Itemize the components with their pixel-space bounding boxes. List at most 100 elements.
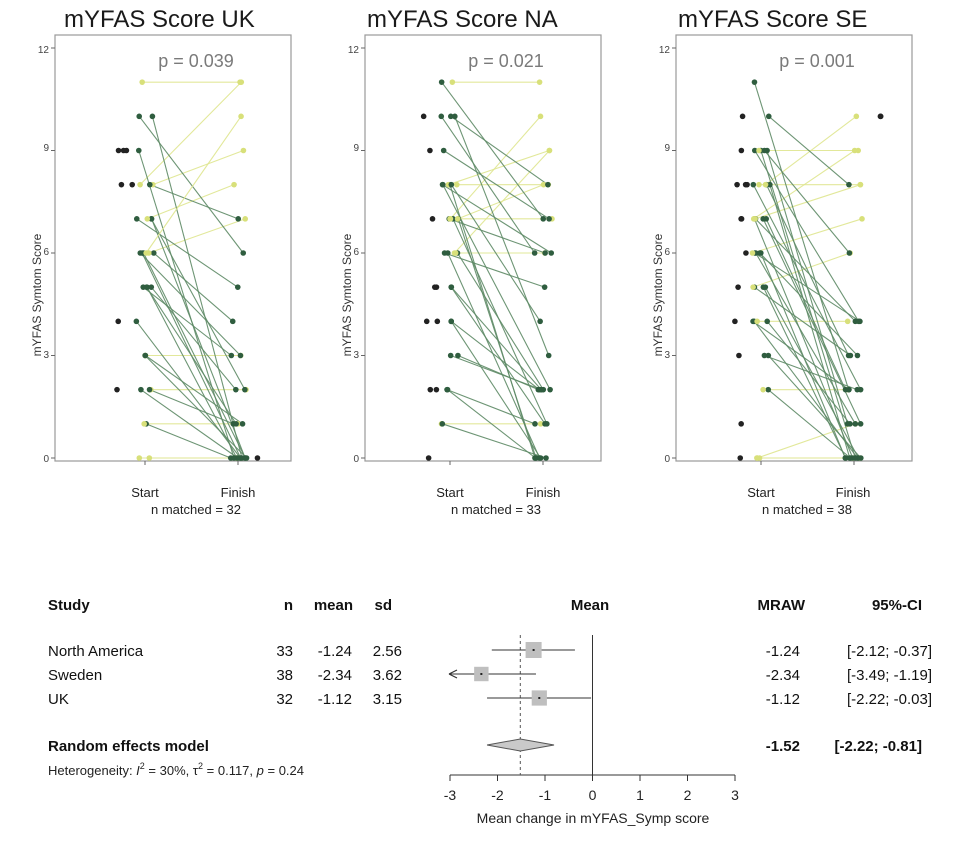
start-point xyxy=(761,147,768,154)
paired-line xyxy=(148,218,246,254)
y-tick: 0 xyxy=(664,454,670,465)
study-name: UK xyxy=(48,691,69,708)
start-point xyxy=(751,79,758,85)
start-point xyxy=(750,216,757,222)
n-matched-label: n matched = 32 xyxy=(151,502,241,517)
paired-line xyxy=(138,150,235,459)
unmatched-start-point xyxy=(429,216,436,222)
start-point xyxy=(448,284,455,290)
paired-line xyxy=(450,286,542,391)
paired-line xyxy=(146,286,238,459)
plot-frame xyxy=(364,34,602,462)
y-tick: 12 xyxy=(348,45,360,56)
finish-point xyxy=(228,352,235,359)
start-point xyxy=(146,181,153,188)
unmatched-start-point xyxy=(434,318,441,325)
start-point xyxy=(760,284,767,290)
start-point xyxy=(765,352,772,359)
finish-point xyxy=(855,318,862,325)
start-point xyxy=(750,181,757,188)
header-n: n xyxy=(284,597,293,614)
start-point xyxy=(750,318,756,325)
start-point xyxy=(757,250,763,256)
paired-line xyxy=(151,218,246,459)
start-point xyxy=(761,352,768,359)
finish-point xyxy=(546,216,552,222)
header-sd: sd xyxy=(374,597,392,614)
finish-point xyxy=(532,421,538,427)
start-point xyxy=(148,216,155,222)
paired-line xyxy=(457,184,544,220)
finish-point xyxy=(541,284,548,290)
start-point xyxy=(750,284,756,290)
paired-line xyxy=(764,286,859,459)
paired-line xyxy=(150,218,246,390)
start-point xyxy=(133,318,140,325)
start-point xyxy=(146,455,153,461)
paired-line xyxy=(145,355,243,425)
start-point xyxy=(760,386,766,393)
paired-line xyxy=(149,389,234,425)
forest-x-tick-label: 0 xyxy=(589,787,597,803)
paired-line xyxy=(448,149,550,186)
study-estimate-point xyxy=(538,697,541,699)
model-ci: [-2.22; -0.81] xyxy=(834,738,922,755)
unmatched-start-point xyxy=(431,284,438,290)
finish-point xyxy=(542,250,548,256)
start-point xyxy=(763,216,770,222)
start-point xyxy=(143,250,149,256)
study-row: North America 33 -1.24 2.56 -1.24 [-2.12… xyxy=(48,643,932,660)
p-value-label: p = 0.039 xyxy=(158,51,234,71)
paired-line xyxy=(759,252,858,356)
start-point xyxy=(140,284,147,290)
finish-point xyxy=(537,113,544,120)
x-tick-start: Start xyxy=(747,485,775,500)
paired-line xyxy=(450,184,541,322)
heterogeneity-text: Heterogeneity: I2 = 30%, τ2 = 0.117, p =… xyxy=(48,761,304,778)
x-tick-start: Start xyxy=(131,485,159,500)
finish-point xyxy=(857,421,864,427)
forest-x-tick-label: 1 xyxy=(636,787,644,803)
unmatched-start-point xyxy=(737,455,744,461)
paired-line xyxy=(153,252,234,322)
paired-line xyxy=(450,354,542,391)
plot-frame xyxy=(675,34,913,462)
p-value-label: p = 0.021 xyxy=(468,51,544,71)
paired-line xyxy=(139,252,241,356)
y-axis-label: mYFAS Symtom Score xyxy=(340,233,354,356)
paired-line xyxy=(754,184,861,220)
paired-line xyxy=(765,218,847,390)
paired-line xyxy=(760,150,856,459)
finish-point xyxy=(544,421,550,427)
paired-line xyxy=(141,252,242,459)
y-axis-label: mYFAS Symtom Score xyxy=(651,233,665,356)
y-tick: 3 xyxy=(353,350,359,361)
start-point xyxy=(441,250,448,256)
start-point xyxy=(448,181,455,188)
y-tick: 12 xyxy=(659,45,671,56)
start-point xyxy=(448,318,454,325)
forest-plot: Study n mean sd Mean MRAW 95%-CI North A… xyxy=(48,597,932,826)
finish-point xyxy=(242,216,249,222)
unmatched-start-point xyxy=(427,386,434,393)
study-ci: [-2.22; -0.03] xyxy=(847,691,932,708)
start-point xyxy=(765,113,772,120)
paired-line xyxy=(753,218,854,459)
unmatched-start-point xyxy=(738,147,745,154)
unmatched-start-point xyxy=(738,421,744,427)
paired-line xyxy=(142,286,232,356)
finish-point xyxy=(842,455,849,461)
start-point xyxy=(449,79,456,85)
finish-point xyxy=(537,318,543,325)
y-axis-label: mYFAS Symtom Score xyxy=(30,233,44,356)
paired-line xyxy=(450,320,540,391)
start-point xyxy=(142,352,149,359)
paired-line xyxy=(757,423,856,459)
pooled-diamond xyxy=(486,738,555,752)
finish-point xyxy=(852,455,859,461)
finish-point xyxy=(846,181,852,188)
start-point xyxy=(749,250,756,256)
finish-point xyxy=(853,113,860,120)
start-point xyxy=(439,421,446,427)
start-point xyxy=(453,181,460,188)
